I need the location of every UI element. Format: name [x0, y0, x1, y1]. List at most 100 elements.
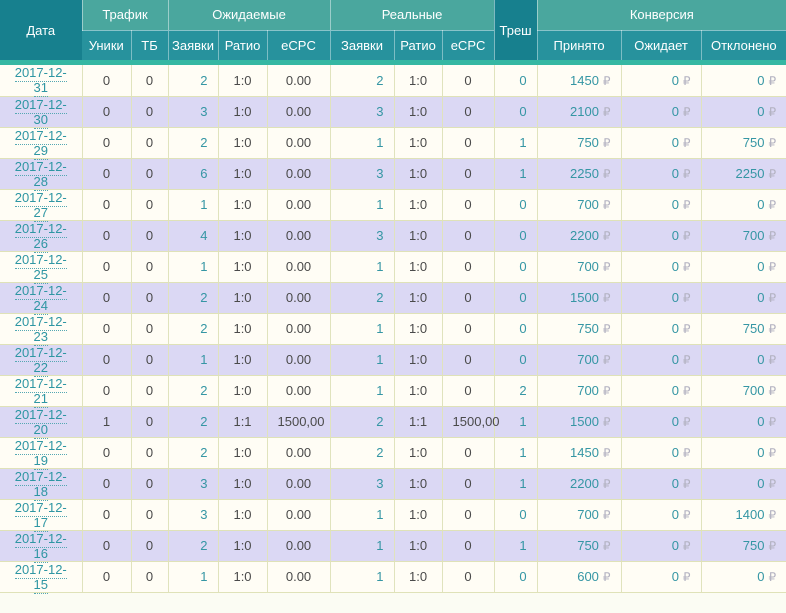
stats-table: Дата Трафик Ожидаемые Реальные Треш Конв…	[0, 0, 786, 594]
cell-pending-value: 0	[671, 445, 679, 460]
date-link[interactable]: 2017-12-29	[14, 127, 67, 160]
cell-expected-leads: 1	[168, 189, 219, 221]
cell-pending: 0 ₽	[621, 406, 702, 438]
cell-rejected: 0 ₽	[701, 406, 786, 438]
cell-pending-value: 0	[671, 414, 679, 429]
cell-expected-ratio: 1:0	[218, 468, 268, 500]
cell-accepted: 2250 ₽	[537, 158, 622, 190]
cell-tb: 0	[131, 251, 169, 283]
cell-accepted: 1500 ₽	[537, 282, 622, 314]
cell-expected-leads: 1	[168, 561, 219, 593]
cell-date: 2017-12-30	[0, 96, 83, 129]
cell-real-ratio: 1:0	[394, 344, 443, 376]
cell-expected-leads: 3	[168, 96, 219, 128]
header-group-traffic: Трафик	[81, 0, 169, 31]
cell-real-ecpc: 0	[442, 251, 495, 283]
cell-pending: 0 ₽	[621, 344, 702, 376]
date-link[interactable]: 2017-12-16	[14, 530, 67, 563]
cell-expected-ratio: 1:0	[218, 282, 268, 314]
header-real-ratio: Ратио	[393, 30, 443, 60]
cell-date: 2017-12-18	[0, 468, 83, 501]
cell-real-ratio: 1:1	[394, 406, 443, 438]
ruble-icon: ₽	[602, 322, 611, 336]
cell-rejected-value: 0	[757, 290, 765, 305]
cell-rejected: 0 ₽	[701, 282, 786, 314]
cell-pending-value: 0	[671, 166, 679, 181]
date-link[interactable]: 2017-12-31	[14, 65, 67, 98]
cell-accepted-value: 700	[577, 352, 599, 367]
date-link[interactable]: 2017-12-30	[14, 96, 67, 129]
cell-accepted: 750 ₽	[537, 530, 622, 562]
cell-trash: 1	[494, 158, 538, 190]
header-rejected: Отклонено	[700, 30, 786, 60]
date-link[interactable]: 2017-12-28	[14, 158, 67, 191]
date-link[interactable]: 2017-12-25	[14, 251, 67, 284]
ruble-icon: ₽	[768, 105, 777, 119]
cell-pending: 0 ₽	[621, 437, 702, 469]
cell-pending: 0 ₽	[621, 127, 702, 159]
cell-date: 2017-12-26	[0, 220, 83, 253]
ruble-icon: ₽	[602, 570, 611, 584]
cell-real-ratio: 1:0	[394, 313, 443, 345]
date-link[interactable]: 2017-12-26	[14, 220, 67, 253]
ruble-icon: ₽	[602, 415, 611, 429]
date-link[interactable]: 2017-12-22	[14, 344, 67, 377]
table-row: 2017-12-25 0 0 1 1:0 0.00 1 1:0 0 0 700 ₽0 ₽0 ₽	[0, 251, 786, 284]
cell-accepted-value: 700	[577, 507, 599, 522]
cell-expected-ecpc: 1500,00	[267, 406, 331, 438]
cell-tb: 0	[131, 313, 169, 345]
cell-expected-ecpc: 0.00	[267, 313, 331, 345]
cell-real-ratio: 1:0	[394, 468, 443, 500]
cell-accepted-value: 2200	[570, 228, 599, 243]
cell-uniques: 0	[82, 561, 132, 593]
date-link[interactable]: 2017-12-27	[14, 189, 67, 222]
date-link[interactable]: 2017-12-20	[14, 406, 67, 439]
ruble-icon: ₽	[768, 229, 777, 243]
cell-real-ratio: 1:0	[394, 251, 443, 283]
cell-rejected-value: 750	[742, 135, 765, 150]
ruble-icon: ₽	[602, 229, 611, 243]
ruble-icon: ₽	[682, 415, 691, 429]
cell-date: 2017-12-15	[0, 561, 83, 594]
ruble-icon: ₽	[602, 446, 611, 460]
cell-rejected: 0 ₽	[701, 65, 786, 97]
ruble-icon: ₽	[682, 198, 691, 212]
cell-real-ratio: 1:0	[394, 127, 443, 159]
cell-date: 2017-12-17	[0, 499, 83, 532]
cell-uniques: 0	[82, 251, 132, 283]
cell-trash: 0	[494, 282, 538, 314]
date-link[interactable]: 2017-12-23	[14, 313, 67, 346]
cell-expected-ecpc: 0.00	[267, 65, 331, 97]
cell-accepted-value: 700	[577, 197, 599, 212]
cell-uniques: 0	[82, 96, 132, 128]
ruble-icon: ₽	[682, 229, 691, 243]
cell-expected-ecpc: 0.00	[267, 499, 331, 531]
cell-real-ratio: 1:0	[394, 158, 443, 190]
cell-real-leads: 3	[330, 158, 395, 190]
date-link[interactable]: 2017-12-17	[14, 499, 67, 532]
cell-pending: 0 ₽	[621, 251, 702, 283]
date-link[interactable]: 2017-12-18	[14, 468, 67, 501]
cell-trash: 1	[494, 127, 538, 159]
cell-uniques: 0	[82, 437, 132, 469]
cell-pending: 0 ₽	[621, 468, 702, 500]
cell-accepted: 700 ₽	[537, 375, 622, 407]
date-link[interactable]: 2017-12-21	[14, 375, 67, 408]
cell-real-ecpc: 0	[442, 437, 495, 469]
cell-pending-value: 0	[671, 538, 679, 553]
cell-rejected-value: 2250	[735, 166, 765, 181]
cell-expected-ecpc: 0.00	[267, 220, 331, 252]
cell-rejected-value: 0	[757, 259, 765, 274]
table-row: 2017-12-27 0 0 1 1:0 0.00 1 1:0 0 0 700 ₽0 ₽0 ₽	[0, 189, 786, 222]
cell-accepted: 2200 ₽	[537, 220, 622, 252]
header-group-real: Реальные	[329, 0, 495, 31]
cell-tb: 0	[131, 158, 169, 190]
cell-real-leads: 2	[330, 282, 395, 314]
date-link[interactable]: 2017-12-15	[14, 561, 67, 594]
date-link[interactable]: 2017-12-19	[14, 437, 67, 470]
cell-expected-leads: 3	[168, 499, 219, 531]
ruble-icon: ₽	[768, 415, 777, 429]
ruble-icon: ₽	[682, 73, 691, 88]
cell-real-ecpc: 0	[442, 561, 495, 593]
date-link[interactable]: 2017-12-24	[14, 282, 67, 315]
